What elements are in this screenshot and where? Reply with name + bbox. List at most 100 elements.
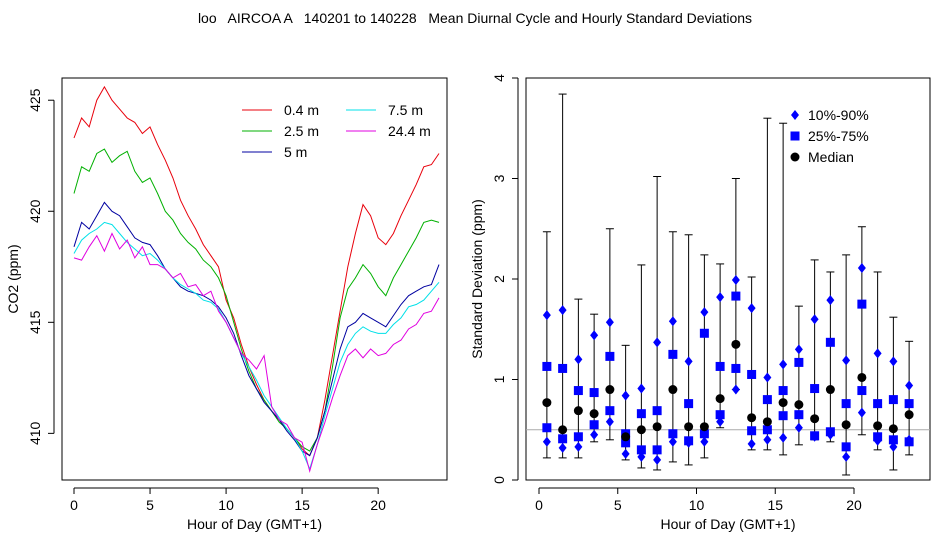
legend-label: 5 m — [284, 144, 307, 160]
legend-diamond-icon — [791, 110, 799, 120]
diamond-marker — [590, 330, 599, 341]
median-marker — [794, 400, 804, 410]
square-marker — [825, 427, 835, 437]
diamond-marker — [810, 314, 819, 325]
square-marker — [715, 410, 725, 420]
legend-label: Median — [808, 149, 854, 165]
diamond-marker — [653, 454, 662, 465]
square-marker — [762, 425, 772, 435]
diamond-marker — [889, 356, 898, 367]
square-marker — [636, 445, 646, 455]
square-marker — [841, 399, 851, 409]
legend-label: 10%-90% — [808, 107, 869, 123]
square-marker — [888, 395, 898, 405]
right-y-tick-label: 4 — [491, 74, 507, 82]
median-marker — [558, 425, 568, 435]
diamond-marker — [590, 429, 599, 440]
square-marker — [684, 399, 694, 409]
diamond-marker — [574, 354, 583, 365]
square-marker — [857, 386, 867, 396]
median-marker — [542, 398, 552, 408]
square-marker — [904, 437, 914, 447]
median-marker — [873, 421, 883, 431]
left-plot-frame — [61, 77, 448, 481]
square-marker — [668, 429, 678, 439]
square-marker — [621, 438, 631, 448]
diamond-marker — [747, 438, 756, 449]
right-x-tick-label: 0 — [535, 497, 543, 513]
diamond-marker — [700, 307, 709, 318]
square-marker — [573, 386, 583, 396]
series-line-0-4-m — [73, 85, 440, 457]
diamond-marker — [558, 305, 567, 316]
square-marker — [731, 363, 741, 373]
square-marker — [747, 426, 757, 436]
right-x-tick-label: 5 — [614, 497, 622, 513]
median-marker — [621, 432, 631, 442]
median-marker — [825, 385, 835, 395]
legend-label: 0.4 m — [284, 102, 319, 118]
square-marker — [841, 442, 851, 452]
median-marker — [747, 413, 757, 423]
right-x-tick-label: 10 — [689, 497, 705, 513]
diamond-marker — [731, 275, 740, 286]
diamond-marker — [668, 436, 677, 447]
right-y-tick-label: 0 — [491, 476, 507, 484]
right-x-tick-label: 20 — [846, 497, 862, 513]
square-marker — [904, 399, 914, 409]
square-marker — [699, 328, 709, 338]
median-marker — [810, 414, 820, 424]
diamond-marker — [716, 292, 725, 303]
diamond-marker — [889, 441, 898, 452]
right-x-tick-label: 15 — [767, 497, 783, 513]
median-marker — [731, 339, 741, 349]
left-x-tick-label: 0 — [70, 497, 78, 513]
square-marker — [605, 351, 615, 361]
square-marker — [747, 369, 757, 379]
square-marker — [778, 411, 788, 421]
median-marker — [762, 417, 772, 427]
legend-square-icon — [790, 131, 800, 141]
main-title: loo AIRCOA A 140201 to 140228 Mean Diurn… — [197, 10, 753, 26]
square-marker — [873, 399, 883, 409]
diamond-marker — [574, 441, 583, 452]
legend-label: 2.5 m — [284, 123, 319, 139]
square-marker — [558, 434, 568, 444]
diamond-marker — [605, 416, 614, 427]
diamond-marker — [763, 372, 772, 383]
square-marker — [778, 386, 788, 396]
diamond-marker — [905, 380, 914, 391]
legend-label: 24.4 m — [388, 123, 431, 139]
square-marker — [888, 435, 898, 445]
square-marker — [589, 388, 599, 398]
square-marker — [652, 406, 662, 416]
square-marker — [699, 429, 709, 439]
square-marker — [715, 361, 725, 371]
square-marker — [542, 361, 552, 371]
right-plot-frame — [525, 77, 931, 481]
median-marker — [573, 406, 583, 416]
left-x-tick-label: 10 — [218, 497, 234, 513]
square-marker — [731, 291, 741, 301]
square-marker — [589, 420, 599, 430]
diamond-marker — [731, 384, 740, 395]
diamond-marker — [873, 348, 882, 359]
left-y-tick-label: 410 — [27, 421, 43, 445]
series-line-7-5-m — [73, 221, 440, 471]
diamond-marker — [542, 436, 551, 447]
diamond-marker — [653, 337, 662, 348]
square-marker — [810, 431, 820, 441]
median-marker — [715, 394, 725, 404]
square-marker — [558, 363, 568, 373]
square-marker — [652, 445, 662, 455]
diamond-marker — [779, 432, 788, 443]
square-marker — [573, 432, 583, 442]
median-marker — [841, 420, 851, 430]
square-marker — [794, 410, 804, 420]
diamond-marker — [857, 262, 866, 273]
left-y-axis-label: CO2 (ppm) — [5, 244, 21, 313]
diamond-marker — [542, 310, 551, 321]
square-marker — [636, 409, 646, 419]
square-marker — [684, 436, 694, 446]
